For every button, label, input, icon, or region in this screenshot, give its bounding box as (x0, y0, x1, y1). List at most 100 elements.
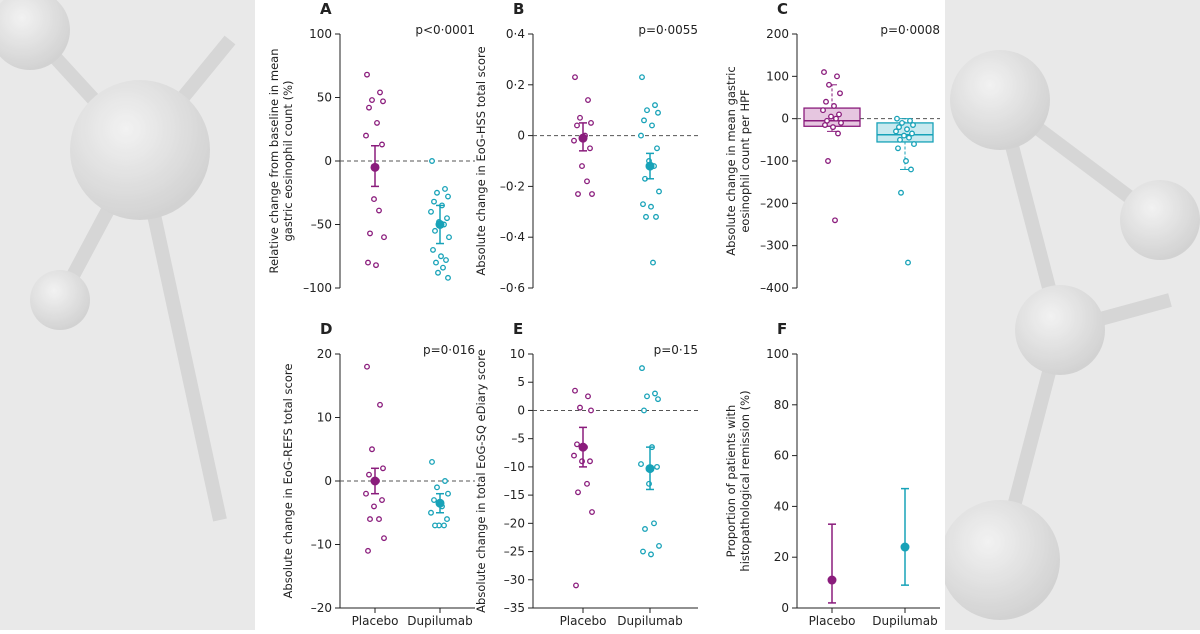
data-point (589, 509, 595, 515)
data-point (373, 262, 379, 269)
data-point (911, 141, 917, 148)
data-point (830, 124, 836, 131)
data-point (443, 257, 449, 264)
y-tick-label: 100 (309, 27, 332, 41)
data-point (572, 387, 578, 394)
series (638, 74, 662, 266)
data-point (837, 90, 843, 97)
data-point (897, 136, 903, 143)
data-point (589, 191, 595, 197)
data-point (445, 274, 451, 281)
data-point (365, 259, 371, 266)
data-point (363, 490, 369, 497)
data-point (428, 509, 434, 516)
mean-point (827, 575, 837, 585)
y-tick-label: –0·2 (500, 179, 525, 193)
data-point (571, 452, 577, 459)
data-point (429, 158, 435, 164)
data-point (587, 458, 593, 465)
series (428, 158, 452, 281)
mean-point (645, 161, 655, 171)
y-tick-label: 0 (517, 129, 525, 143)
series (571, 387, 595, 589)
data-point (903, 158, 909, 164)
data-point (910, 122, 916, 128)
data-point (434, 189, 440, 196)
mean-point (900, 542, 910, 552)
data-point (908, 166, 914, 173)
y-tick-label: –50 (311, 218, 332, 232)
x-tick-label: Dupilumab (872, 614, 937, 628)
data-point (584, 178, 590, 185)
data-point (832, 217, 838, 224)
y-tick-label: 0·2 (506, 78, 525, 92)
data-point (642, 526, 648, 532)
x-tick-label: Dupilumab (617, 614, 682, 628)
y-tick-label: –15 (504, 488, 525, 502)
y-axis-label: Proportion of patients with (724, 405, 738, 558)
data-point (430, 246, 436, 253)
data-point (381, 234, 387, 241)
series (363, 71, 387, 269)
y-tick-label: 5 (517, 375, 525, 389)
data-point (835, 130, 841, 137)
box (876, 122, 934, 143)
data-point (834, 73, 840, 80)
y-tick-label: 10 (317, 411, 332, 425)
y-tick-label: –200 (760, 196, 789, 210)
series (638, 365, 662, 558)
x-tick-label: Dupilumab (407, 614, 472, 628)
panel-letter: B (513, 0, 524, 18)
p-value: p=0·0008 (880, 23, 940, 37)
data-point (821, 69, 827, 76)
y-tick-label: 100 (766, 69, 789, 83)
x-tick-label: Placebo (352, 614, 399, 628)
y-tick-label: 50 (317, 91, 332, 105)
data-point (377, 89, 383, 96)
p-value: p=0·0055 (638, 23, 698, 37)
data-point (433, 259, 439, 266)
data-point (379, 141, 385, 148)
data-point (588, 407, 594, 414)
data-point (380, 465, 386, 472)
y-tick-label: 60 (774, 449, 789, 463)
data-point (825, 158, 831, 164)
data-point (823, 98, 829, 105)
y-tick-label: –25 (504, 545, 525, 559)
data-point (638, 132, 644, 139)
y-axis-label: Absolute change in total EoG-SQ eDiary s… (474, 349, 488, 613)
y-tick-label: –20 (311, 601, 332, 615)
data-point (822, 122, 828, 128)
y-tick-label: –5 (511, 432, 525, 446)
panel-letter: D (320, 320, 332, 338)
data-point (898, 189, 904, 196)
x-tick-label: Placebo (560, 614, 607, 628)
data-point (826, 81, 832, 88)
data-point (444, 516, 450, 523)
data-point (572, 74, 578, 81)
y-tick-label: –0·4 (500, 230, 525, 244)
data-point (894, 115, 900, 122)
panel-letter: A (320, 0, 332, 18)
series (803, 69, 861, 224)
data-point (441, 522, 447, 529)
data-point (371, 196, 377, 203)
y-tick-label: –30 (504, 573, 525, 587)
data-point (638, 461, 644, 468)
series (571, 74, 595, 197)
data-point (380, 98, 386, 105)
y-axis-label: Absolute change in EoG-REFS total score (281, 364, 295, 599)
data-point (652, 102, 658, 109)
data-point (651, 520, 657, 527)
data-point (431, 497, 437, 503)
data-point (374, 119, 380, 126)
p-value: p=0·15 (654, 343, 698, 357)
data-point (901, 132, 907, 139)
data-point (432, 522, 438, 529)
data-point (654, 145, 660, 152)
data-point (442, 478, 448, 484)
data-point (895, 145, 901, 152)
data-point (376, 516, 382, 523)
data-point (381, 535, 387, 542)
